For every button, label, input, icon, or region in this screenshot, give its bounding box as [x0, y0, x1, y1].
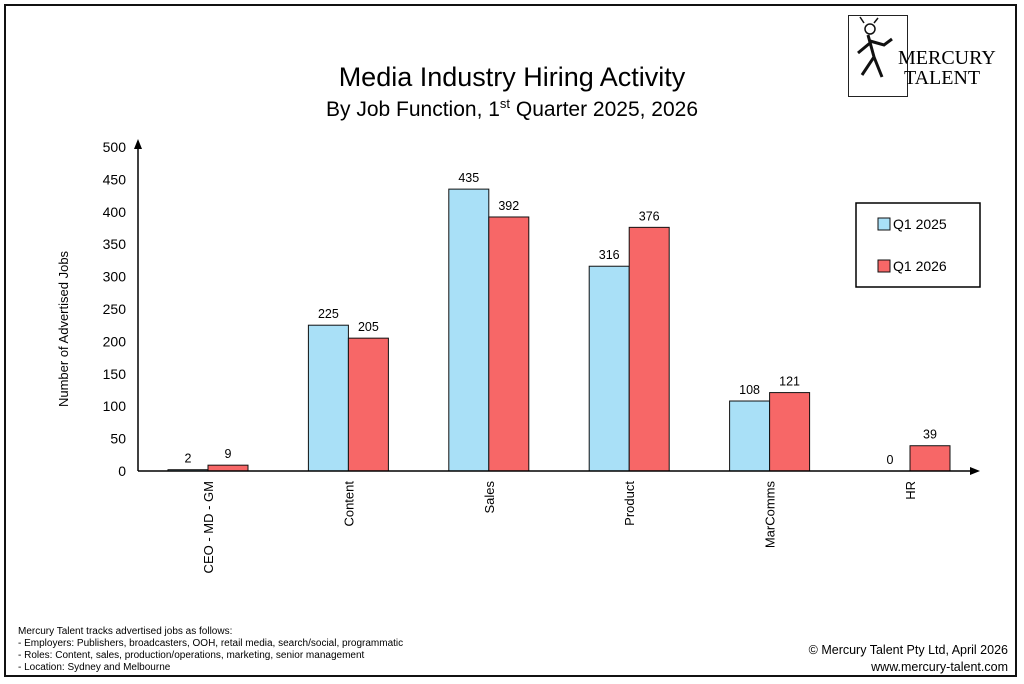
bar-0-3 [588, 265, 630, 472]
subtitle-pre: By Job Function, 1 [325, 98, 500, 121]
subtitle-sup: st [499, 96, 511, 111]
x-tick-label-2: Sales [482, 481, 497, 514]
data-label-0-2: 435 [458, 171, 479, 185]
chart-title: Media Industry Hiring Activity [338, 62, 686, 92]
y-tick-label-0: 0 [118, 463, 126, 479]
data-label-1-0: 9 [225, 447, 232, 461]
y-tick-label-6: 300 [103, 269, 127, 285]
x-tick-label-4: MarComms [763, 481, 778, 549]
data-label-1-3: 376 [639, 209, 660, 223]
legend-swatch-0 [877, 217, 891, 231]
data-label-1-1: 205 [358, 320, 379, 334]
y-tick-label-4: 200 [103, 333, 127, 349]
x-tick-label-1: Content [341, 481, 356, 527]
chart-subtitle: By Job Function, 1st Quarter 2025, 2026 [0, 96, 1024, 122]
data-label-1-5: 39 [923, 428, 937, 442]
bar-0-2 [448, 188, 490, 472]
bar-1-1 [347, 337, 389, 472]
y-tick-label-1: 50 [110, 431, 126, 447]
data-label-0-0: 2 [185, 452, 192, 466]
footer-note-2: - Roles: Content, sales, production/oper… [18, 650, 365, 661]
data-label-0-5: 0 [887, 453, 894, 467]
bar-1-3 [628, 226, 670, 472]
y-tick-label-10: 500 [103, 139, 127, 155]
website: www.mercury-talent.com [871, 660, 1008, 674]
footer-note-1: - Employers: Publishers, broadcasters, O… [18, 638, 404, 649]
mercury-figure-icon [857, 16, 893, 78]
bar-0-4 [729, 400, 771, 472]
y-tick-label-3: 150 [103, 366, 127, 382]
y-tick-label-8: 400 [103, 204, 127, 220]
footer-note-0: Mercury Talent tracks advertised jobs as… [18, 626, 233, 637]
legend-swatch-1 [877, 259, 891, 273]
data-label-0-4: 108 [739, 383, 760, 397]
subtitle-post: Quarter 2025, 2026 [510, 98, 699, 121]
logo-frame [848, 15, 908, 97]
footer-note-3: - Location: Sydney and Melbourne [18, 662, 171, 673]
x-axis-arrow [970, 467, 980, 475]
x-tick-label-5: HR [903, 481, 918, 500]
data-label-0-1: 225 [318, 307, 339, 321]
mercury-talent-logo: MERCURY TALENT [848, 15, 1008, 97]
legend-label-0: Q1 2025 [893, 216, 947, 232]
outer-border [4, 4, 1017, 677]
y-tick-label-5: 250 [103, 301, 127, 317]
copyright: © Mercury Talent Pty Ltd, April 2026 [808, 643, 1008, 657]
y-axis-label: Number of Advertised Jobs [56, 250, 71, 407]
x-tick-label-0: CEO - MD - GM [201, 481, 216, 573]
legend-box [855, 202, 981, 288]
logo-line2: TALENT [904, 67, 981, 89]
y-tick-label-2: 100 [103, 398, 127, 414]
bar-1-0 [207, 464, 249, 472]
y-tick-label-7: 350 [103, 236, 127, 252]
bar-1-5 [909, 445, 951, 472]
bar-1-2 [488, 216, 530, 472]
bar-1-4 [769, 392, 811, 472]
data-label-1-4: 121 [779, 375, 800, 389]
legend-label-1: Q1 2026 [893, 258, 947, 274]
data-label-0-3: 316 [599, 248, 620, 262]
bar-0-1 [307, 324, 349, 472]
data-label-1-2: 392 [498, 199, 519, 213]
y-tick-label-9: 450 [103, 171, 127, 187]
logo-line1: MERCURY [898, 47, 996, 69]
y-axis-arrow [134, 139, 142, 149]
x-tick-label-3: Product [622, 481, 637, 526]
